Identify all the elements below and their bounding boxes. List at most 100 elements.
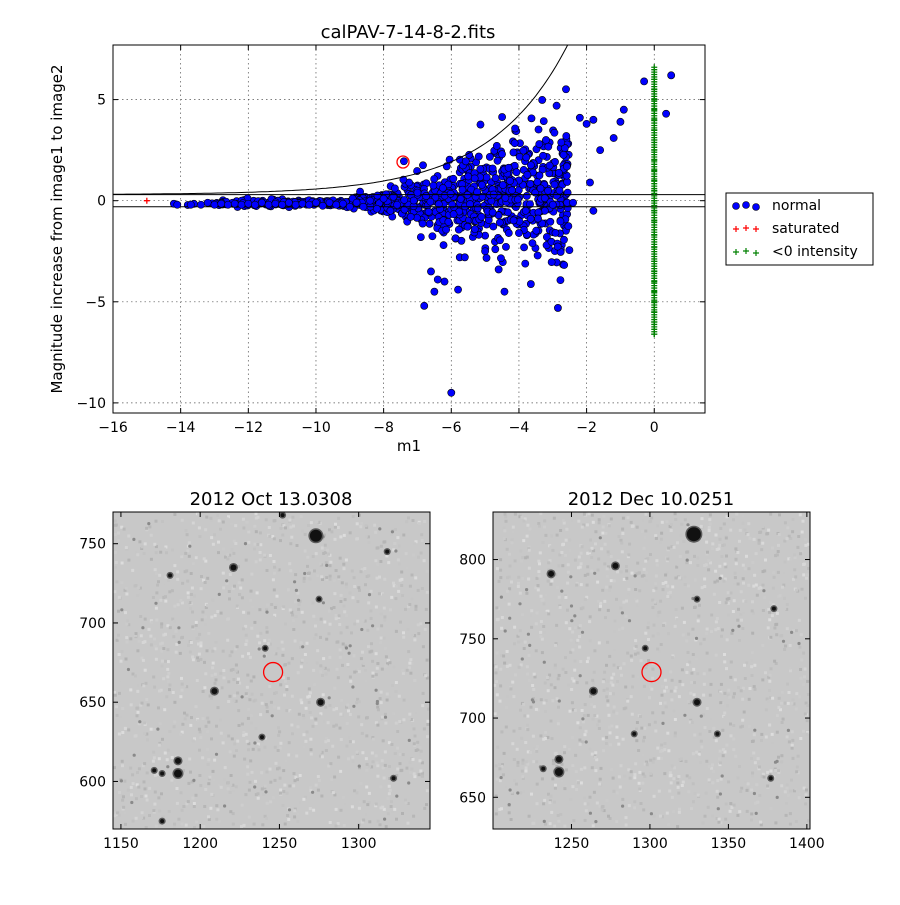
noise-pixel <box>180 601 184 605</box>
faint-star <box>130 800 134 805</box>
noise-pixel <box>214 678 218 682</box>
noise-pixel <box>329 560 333 564</box>
noise-pixel <box>799 633 803 637</box>
noise-pixel <box>693 681 696 685</box>
noise-pixel <box>668 524 672 528</box>
noise-pixel <box>165 758 169 762</box>
noise-pixel <box>758 531 762 534</box>
noise-pixel <box>340 581 344 585</box>
noise-pixel <box>406 821 410 825</box>
noise-pixel <box>176 570 180 574</box>
noise-pixel <box>583 597 587 601</box>
normal-point <box>244 199 253 208</box>
noise-pixel <box>779 708 782 712</box>
noise-pixel <box>588 615 592 619</box>
noise-pixel <box>283 679 287 683</box>
noise-pixel <box>567 747 571 751</box>
noise-pixel <box>325 736 329 740</box>
noise-pixel <box>159 642 163 646</box>
noise-pixel <box>495 606 499 610</box>
noise-pixel <box>619 606 623 610</box>
noise-pixel <box>383 618 387 622</box>
noise-pixel <box>348 531 352 535</box>
noise-pixel <box>712 735 716 739</box>
normal-point <box>264 200 273 209</box>
star <box>211 688 218 695</box>
noise-pixel <box>190 716 193 720</box>
star <box>263 646 268 651</box>
noise-pixel <box>671 585 675 589</box>
noise-pixel <box>711 781 715 785</box>
noise-pixel <box>494 794 498 798</box>
faint-star <box>327 696 331 700</box>
normal-point <box>439 241 448 250</box>
noise-pixel <box>140 656 144 660</box>
noise-pixel <box>634 727 638 731</box>
noise-pixel <box>522 647 526 650</box>
noise-pixel <box>505 695 509 698</box>
noise-pixel <box>320 546 324 550</box>
noise-pixel <box>402 718 406 722</box>
noise-pixel <box>660 558 663 562</box>
noise-pixel <box>544 730 548 734</box>
noise-pixel <box>171 548 174 552</box>
noise-pixel <box>680 522 684 526</box>
noise-pixel <box>719 761 722 765</box>
noise-pixel <box>197 727 201 731</box>
noise-pixel <box>528 527 532 531</box>
noise-pixel <box>547 561 551 565</box>
noise-pixel <box>790 730 794 734</box>
noise-pixel <box>375 576 379 580</box>
noise-pixel <box>789 558 793 561</box>
noise-pixel <box>747 567 751 571</box>
normal-point <box>545 161 554 170</box>
noise-pixel <box>247 652 250 656</box>
noise-pixel <box>249 759 253 763</box>
noise-pixel <box>328 577 332 581</box>
noise-pixel <box>204 606 208 609</box>
noise-pixel <box>775 633 779 637</box>
noise-pixel <box>244 624 248 628</box>
noise-pixel <box>297 603 301 607</box>
noise-pixel <box>302 745 306 749</box>
noise-pixel <box>328 574 332 578</box>
normal-point <box>551 229 560 237</box>
noise-pixel <box>781 717 785 721</box>
noise-pixel <box>282 605 286 609</box>
noise-pixel <box>689 691 693 695</box>
noise-pixel <box>374 559 378 563</box>
noise-pixel <box>651 598 655 602</box>
noise-pixel <box>241 654 245 658</box>
noise-pixel <box>674 576 678 580</box>
noise-pixel <box>708 668 712 672</box>
noise-pixel <box>153 685 157 689</box>
noise-pixel <box>526 672 530 676</box>
noise-pixel <box>402 698 406 702</box>
noise-pixel <box>269 700 273 704</box>
noise-pixel <box>275 567 279 571</box>
noise-pixel <box>511 742 515 746</box>
noise-pixel <box>265 705 269 709</box>
noise-pixel <box>268 642 272 646</box>
noise-pixel <box>263 745 267 749</box>
noise-pixel <box>801 519 805 523</box>
noise-pixel <box>595 758 599 762</box>
noise-pixel <box>383 646 387 650</box>
noise-pixel <box>586 572 590 576</box>
noise-pixel <box>253 524 257 528</box>
noise-pixel <box>364 757 368 761</box>
noise-pixel <box>176 577 180 581</box>
noise-pixel <box>598 804 602 808</box>
noise-pixel <box>703 577 707 581</box>
noise-pixel <box>160 649 164 653</box>
normal-point <box>291 200 300 209</box>
noise-pixel <box>312 569 316 573</box>
noise-pixel <box>542 625 546 628</box>
noise-pixel <box>498 807 502 811</box>
noise-pixel <box>136 689 140 693</box>
noise-pixel <box>420 539 424 542</box>
star <box>280 513 285 518</box>
noise-pixel <box>290 723 294 727</box>
noise-pixel <box>122 527 126 531</box>
noise-pixel <box>250 692 254 696</box>
